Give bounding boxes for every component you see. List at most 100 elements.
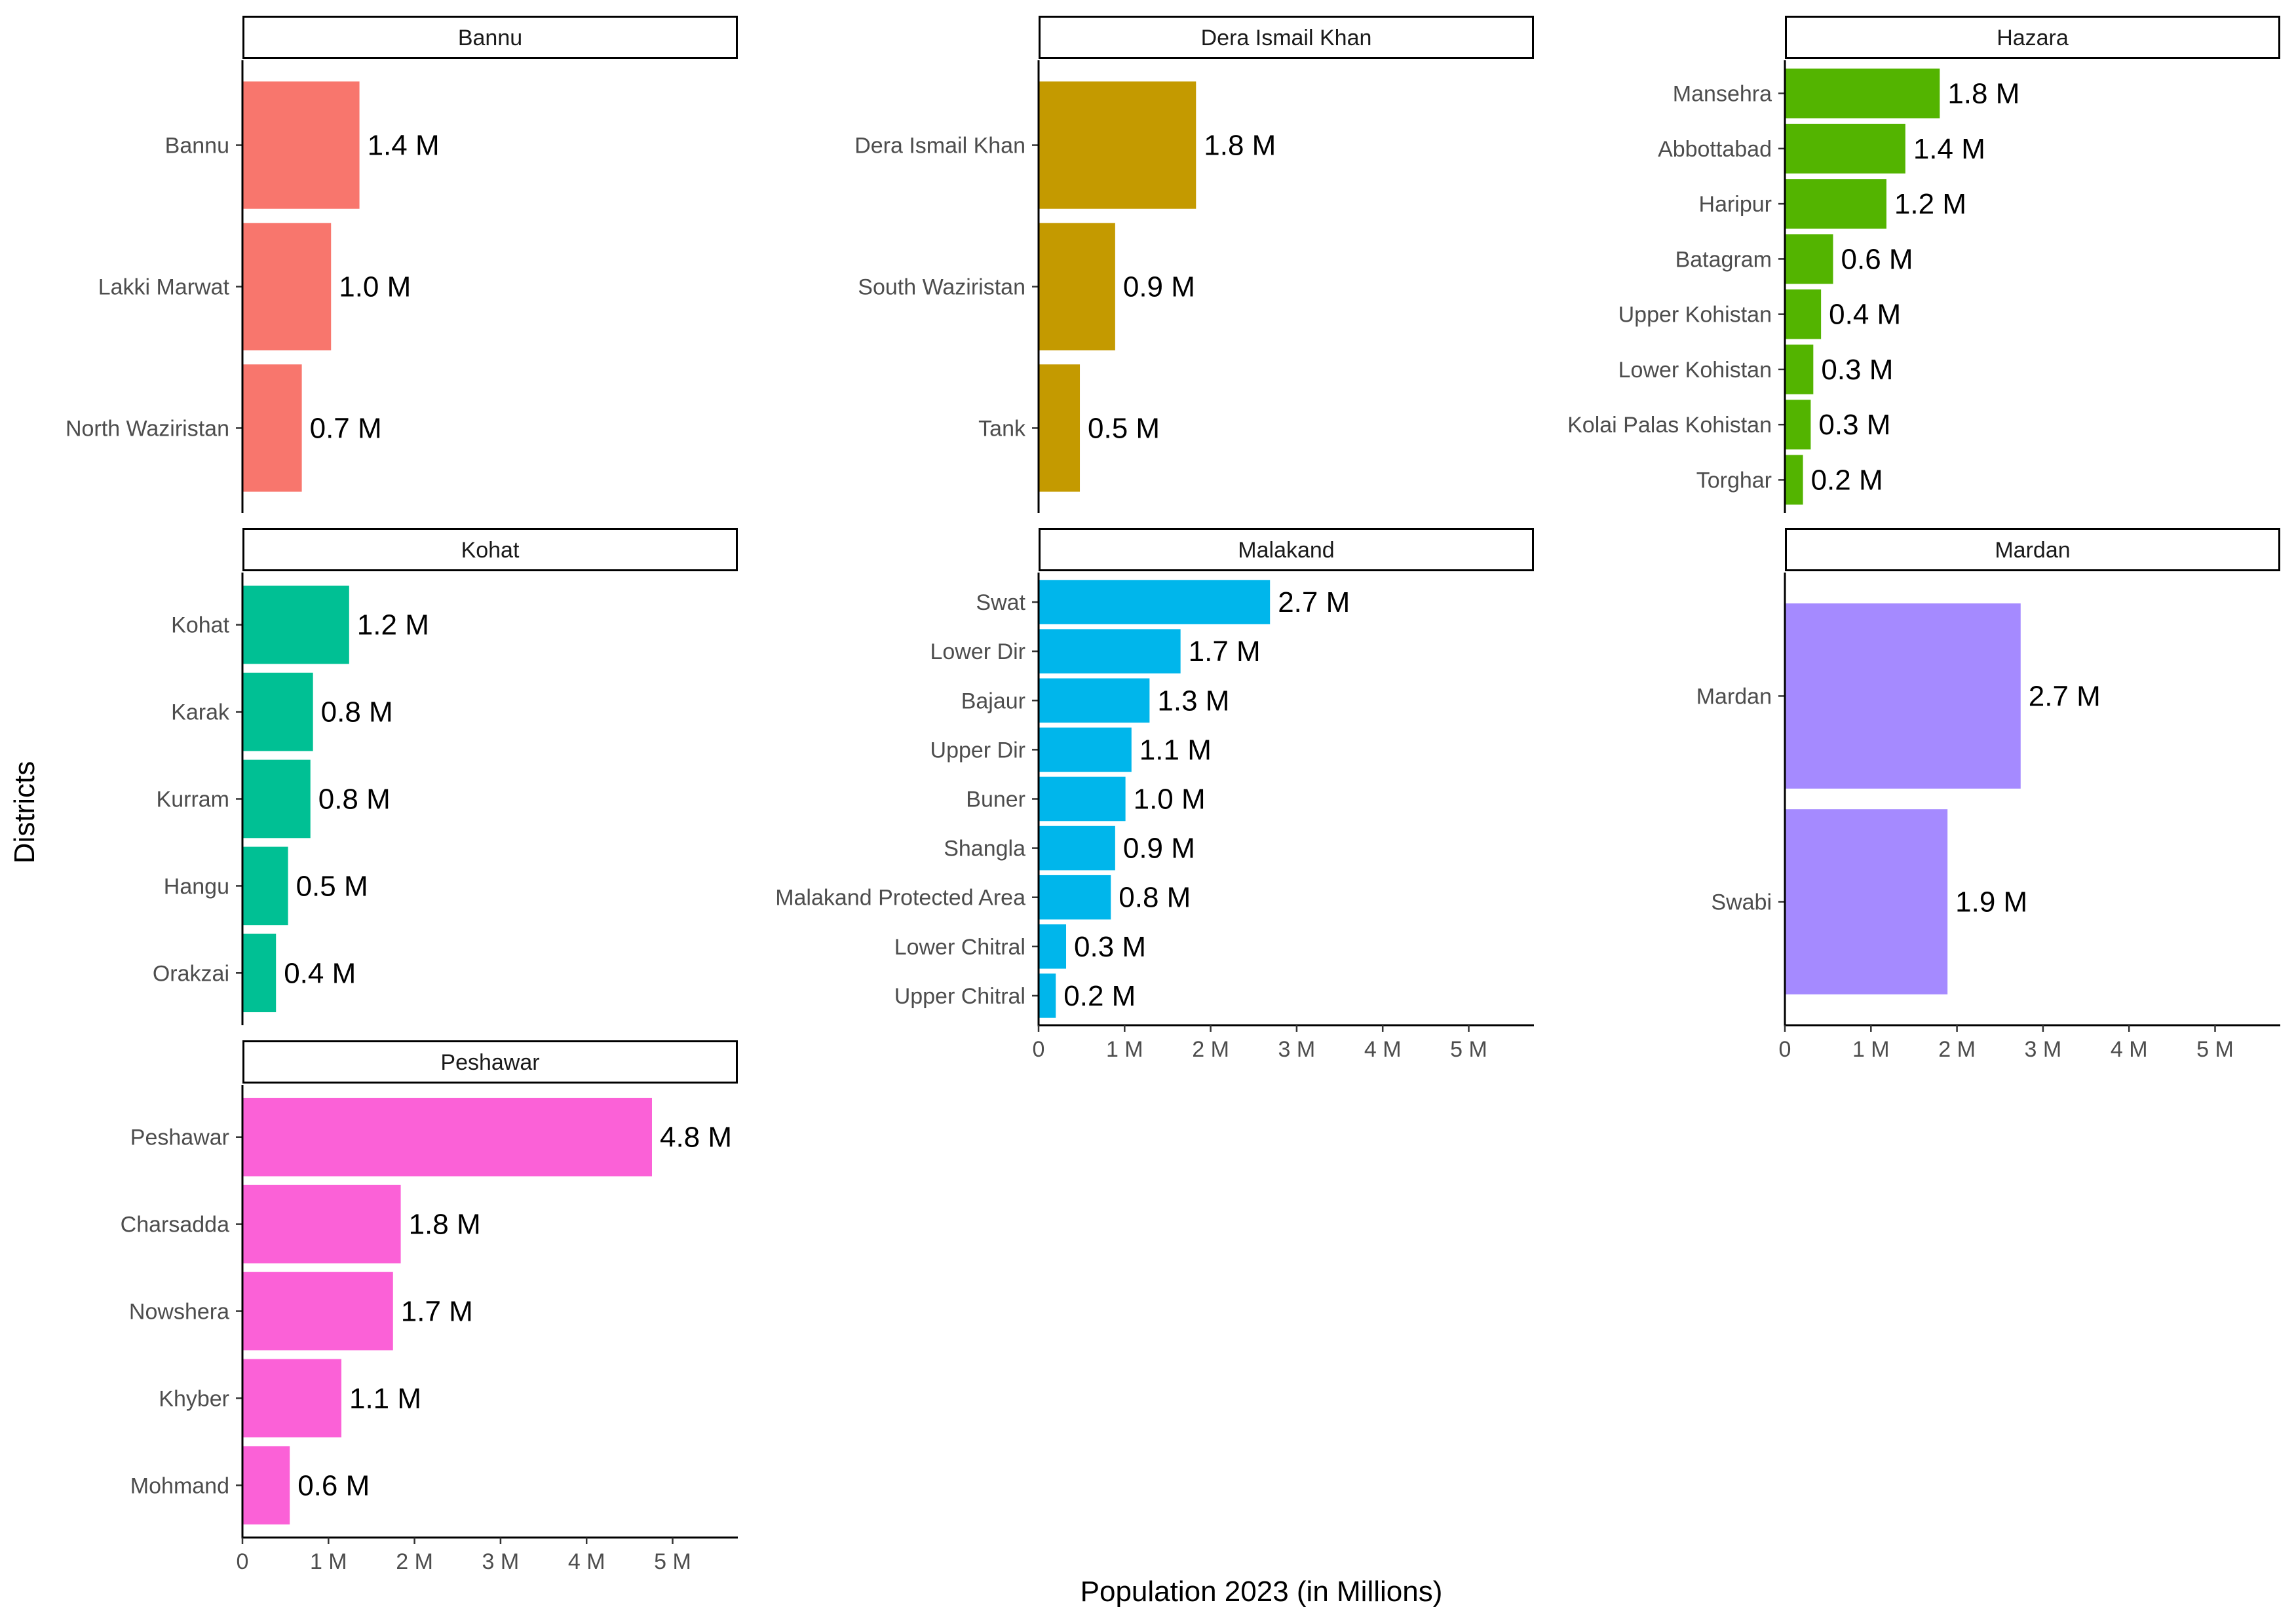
data-label: 0.3 M	[1074, 931, 1146, 963]
x-tick-label: 0	[1779, 1037, 1791, 1062]
y-tick-label: Upper Dir	[930, 738, 1025, 763]
y-axis-title: Districts	[9, 761, 41, 863]
bar-swat	[1039, 580, 1271, 624]
bar-kolai-palas-kohistan	[1785, 400, 1811, 450]
y-tick-label: Bannu	[165, 134, 229, 159]
data-label: 0.5 M	[1088, 412, 1160, 444]
facet-strip	[242, 16, 738, 59]
y-tick-label: Lower Chitral	[894, 935, 1025, 960]
y-tick-label: Charsadda	[121, 1213, 229, 1237]
data-label: 4.8 M	[660, 1122, 732, 1154]
facet-strip	[1785, 16, 2280, 59]
facet-kohat: Kohat 1.2 M Kohat 0.8 M Karak 0.8 M Kurram 0.5 …	[153, 528, 738, 1025]
y-tick-label: Shangla	[944, 837, 1025, 861]
bar-mohmand	[242, 1446, 290, 1525]
y-tick-label: Mardan	[1696, 684, 1772, 709]
x-tick-label: 2 M	[396, 1549, 433, 1574]
bar-khyber	[242, 1359, 341, 1438]
bar-haripur	[1785, 179, 1886, 229]
facet-peshawar: Peshawar 4.8 M Peshawar 1.8 M Charsadda 1.7 M…	[121, 1040, 738, 1574]
bar-nowshera	[242, 1272, 393, 1351]
bar-abbottabad	[1785, 123, 1905, 174]
x-tick-label: 1 M	[1106, 1037, 1143, 1062]
y-tick-label: Tank	[978, 416, 1026, 441]
data-label: 0.8 M	[321, 696, 393, 728]
y-tick-label: Karak	[171, 700, 230, 725]
bar-swabi	[1785, 809, 1948, 994]
bar-batagram	[1785, 234, 1833, 284]
data-label: 0.4 M	[1829, 299, 1901, 331]
y-tick-label: Mansehra	[1673, 82, 1772, 107]
x-tick-label: 4 M	[2111, 1037, 2148, 1062]
x-tick-label: 1 M	[310, 1549, 347, 1574]
facet-strip	[1039, 16, 1534, 59]
data-label: 1.8 M	[1204, 130, 1276, 162]
y-tick-label: Haripur	[1699, 192, 1772, 217]
facet-strip	[1039, 528, 1534, 571]
y-tick-label: North Waziristan	[66, 416, 229, 441]
facet-dera-ismail-khan: Dera Ismail Khan 1.8 M Dera Ismail Khan 0.9…	[854, 16, 1534, 513]
y-tick-label: Hangu	[164, 874, 229, 899]
x-tick-label: 5 M	[654, 1549, 691, 1574]
facet-strip-label: Hazara	[1997, 26, 2069, 50]
facet-strip-label: Mardan	[1995, 538, 2070, 563]
x-tick-label: 5 M	[1450, 1037, 1487, 1062]
y-tick-label: Khyber	[159, 1386, 229, 1411]
bar-kurram	[242, 759, 311, 839]
y-tick-label: Kolai Palas Kohistan	[1567, 413, 1772, 438]
x-tick-label: 1 M	[1852, 1037, 1890, 1062]
facet-hazara: Hazara 1.8 M Mansehra 1.4 M Abbottabad 1.2 M H…	[1567, 16, 2280, 513]
facet-mardan: Mardan 2.7 M Mardan 1.9 M Swabi 0 1 M 2 M 3 M 4 M…	[1696, 528, 2280, 1062]
x-tick-label: 5 M	[2196, 1037, 2234, 1062]
y-tick-label: Lakki Marwat	[98, 275, 230, 300]
x-tick-label: 3 M	[1278, 1037, 1316, 1062]
data-label: 1.1 M	[349, 1382, 421, 1414]
facet-strip-label: Bannu	[458, 26, 522, 50]
facet-bannu: Bannu 1.4 M Bannu 1.0 M Lakki Marwat 0.7 M Nor…	[66, 16, 738, 513]
y-tick-label: Kurram	[157, 787, 229, 812]
facet-panels: Bannu 1.4 M Bannu 1.0 M Lakki Marwat 0.7 M Nor…	[66, 16, 2280, 1574]
data-label: 1.7 M	[1189, 635, 1261, 668]
x-tick-label: 3 M	[482, 1549, 520, 1574]
y-tick-label: Upper Chitral	[894, 984, 1025, 1009]
y-tick-label: Dera Ismail Khan	[854, 134, 1025, 159]
facet-strip-label: Malakand	[1238, 538, 1334, 563]
bar-kohat	[242, 585, 349, 664]
bar-north-waziristan	[242, 364, 302, 492]
data-label: 1.2 M	[357, 609, 429, 641]
data-label: 1.1 M	[1139, 734, 1212, 766]
bar-charsadda	[242, 1184, 401, 1264]
y-tick-label: Bajaur	[961, 689, 1025, 713]
data-label: 1.7 M	[401, 1296, 473, 1328]
y-tick-label: Nowshera	[129, 1300, 229, 1325]
facet-strip-label: Peshawar	[440, 1050, 539, 1075]
bar-shangla	[1039, 825, 1115, 871]
bar-buner	[1039, 776, 1126, 821]
y-tick-label: Batagram	[1675, 247, 1772, 272]
y-tick-label: Kohat	[171, 613, 229, 638]
x-tick-label: 2 M	[1192, 1037, 1229, 1062]
y-tick-label: Malakand Protected Area	[775, 886, 1025, 911]
data-label: 0.9 M	[1123, 271, 1195, 303]
y-tick-label: Upper Kohistan	[1618, 303, 1772, 328]
facet-strip-label: Kohat	[461, 538, 520, 563]
data-label: 0.3 M	[1818, 409, 1890, 441]
data-label: 1.2 M	[1894, 188, 1966, 220]
bar-lakki-marwat	[242, 223, 332, 350]
data-label: 0.4 M	[284, 957, 356, 989]
bar-peshawar	[242, 1097, 652, 1177]
y-tick-label: Peshawar	[130, 1125, 229, 1150]
y-tick-label: Mohmand	[130, 1473, 229, 1498]
bar-karak	[242, 672, 313, 751]
bar-lower-kohistan	[1785, 344, 1814, 394]
data-label: 1.4 M	[1913, 133, 1985, 165]
bar-upper-kohistan	[1785, 289, 1822, 339]
data-label: 0.2 M	[1811, 464, 1883, 496]
data-label: 1.9 M	[1955, 886, 2027, 918]
data-label: 1.3 M	[1157, 685, 1229, 717]
x-axis-title: Population 2023 (in Millions)	[1081, 1576, 1443, 1608]
bar-mardan	[1785, 603, 2021, 789]
bar-bajaur	[1039, 678, 1150, 723]
y-tick-label: Buner	[966, 787, 1025, 812]
